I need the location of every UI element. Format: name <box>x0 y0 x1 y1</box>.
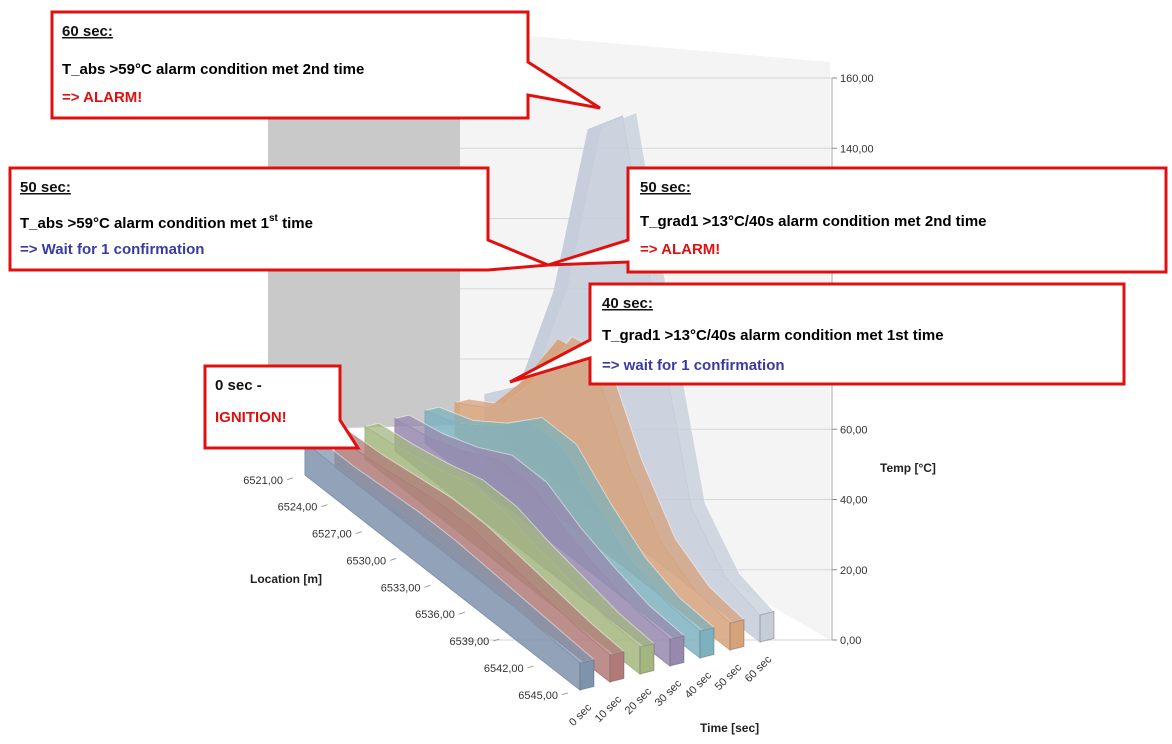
y-tick-label: 160,00 <box>840 73 874 85</box>
x-tick-label: 6542,00 <box>484 663 524 675</box>
callout-heading: 40 sec: <box>602 295 653 312</box>
callout-heading: 60 sec: <box>62 23 113 40</box>
z-tick-label: 60 sec <box>743 653 775 685</box>
tick-mark <box>561 692 569 696</box>
x-tick-label: 6524,00 <box>278 502 318 514</box>
callout-result: => wait for 1 confirmation <box>602 357 785 374</box>
callout: 0 sec - IGNITION! <box>203 364 361 450</box>
y-tick-label: 60,00 <box>840 424 868 436</box>
callout: 50 sec: T_grad1 >13°C/40s alarm conditio… <box>547 166 1168 274</box>
callout-result: => ALARM! <box>640 241 720 258</box>
ribbon-end <box>609 650 625 683</box>
y-tick-label: 20,00 <box>840 565 868 577</box>
z-tick-label: 0 sec <box>567 701 594 728</box>
z-tick-label: 10 sec <box>593 693 625 725</box>
callout-result: => ALARM! <box>62 89 142 106</box>
callout-box <box>203 364 361 450</box>
x-tick-label: 6521,00 <box>243 475 283 487</box>
callout-box <box>509 282 1126 386</box>
text-part: T_abs >59°C alarm condition met 1 <box>20 215 269 232</box>
plot: 0,0020,0040,0060,0080,00100,00120,00140,… <box>243 73 873 729</box>
x-tick-label: 6533,00 <box>381 582 421 594</box>
callout-box <box>50 10 601 120</box>
tick-mark <box>424 584 431 588</box>
x-tick-label: 6530,00 <box>346 555 386 567</box>
tick-mark <box>286 477 294 481</box>
z-tick-label: 40 sec <box>683 669 715 701</box>
x-tick-label: 6545,00 <box>518 690 558 702</box>
tick-mark <box>527 665 534 669</box>
ribbon-end <box>729 618 745 651</box>
z-tick-label: 20 sec <box>623 685 655 717</box>
x-tick-label: 6527,00 <box>312 529 352 541</box>
callout-text: T_abs >59°C alarm condition met 1st time <box>20 213 313 232</box>
tick-mark <box>321 504 328 508</box>
text-part: time <box>278 215 313 232</box>
y-tick-label: 0,00 <box>840 635 861 647</box>
callout-heading: 50 sec: <box>640 179 691 196</box>
callout-heading: 50 sec: <box>20 179 71 196</box>
ribbon-end <box>579 658 595 691</box>
ribbon-end <box>759 610 775 643</box>
callout: 50 sec: T_abs >59°C alarm condition met … <box>8 166 549 272</box>
z-tick-label: 30 sec <box>653 677 685 709</box>
callout-text: T_grad1 >13°C/40s alarm condition met 1s… <box>602 327 944 344</box>
y-axis-title: Temp [°C] <box>880 461 936 475</box>
ribbon-end <box>669 634 685 667</box>
callout-result: => Wait for 1 confirmation <box>20 241 204 258</box>
tick-mark <box>389 557 397 561</box>
x-axis-title: Location [m] <box>250 572 322 586</box>
tick-mark <box>493 638 500 642</box>
callout: 40 sec: T_grad1 >13°C/40s alarm conditio… <box>509 282 1126 386</box>
callout-text: T_grad1 >13°C/40s alarm condition met 2n… <box>640 213 987 230</box>
z-tick-label: 50 sec <box>713 661 745 693</box>
text-part: T_grad1 >13°C/40s alarm condition met 2n… <box>640 213 987 230</box>
callout-box <box>547 166 1168 274</box>
z-axis-title: Time [sec] <box>700 721 759 735</box>
callout: 60 sec: T_abs >59°C alarm condition met … <box>50 10 601 120</box>
tick-mark <box>458 611 466 615</box>
x-tick-label: 6536,00 <box>415 609 455 621</box>
text-part: T_grad1 >13°C/40s alarm condition met 1s… <box>602 327 944 344</box>
ribbon-end <box>699 626 715 659</box>
text-part: T_abs >59°C alarm condition met 2nd time <box>62 61 364 78</box>
x-tick-label: 6539,00 <box>449 636 489 648</box>
y-tick-label: 140,00 <box>840 143 874 155</box>
ribbon-end <box>639 642 655 675</box>
callout-result: IGNITION! <box>215 409 287 426</box>
tick-mark <box>355 531 362 535</box>
y-tick-label: 40,00 <box>840 495 868 507</box>
superscript: st <box>269 213 279 224</box>
callout-text: T_abs >59°C alarm condition met 2nd time <box>62 61 364 78</box>
callout-heading: 0 sec - <box>215 377 262 394</box>
